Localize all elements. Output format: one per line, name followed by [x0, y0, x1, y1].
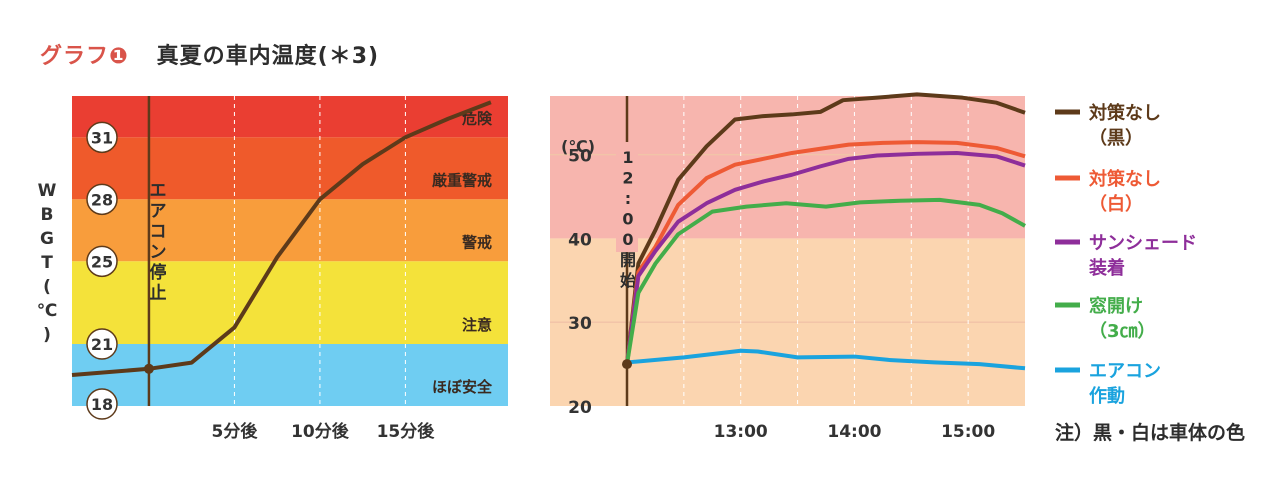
x-tick-label: 10分後: [291, 421, 350, 442]
y-tick-circle: [86, 183, 118, 216]
wbgt-axis-label: ℃: [37, 301, 58, 321]
wbgt-band-label: ほぼ安全: [432, 378, 493, 396]
temp-series-line: [625, 140, 1026, 365]
wbgt-band-label: 危険: [462, 109, 493, 127]
legend-label: 対策なし: [1088, 168, 1161, 190]
wbgt-axis-label: G: [40, 229, 54, 249]
aircon-stop-label: 止: [149, 283, 166, 304]
start-label: :: [625, 189, 631, 208]
wbgt-band-label: 警戒: [461, 233, 492, 251]
temp-series-line: [625, 150, 1026, 365]
y-tick-label: 20: [568, 398, 592, 418]
y-tick-circle: [86, 328, 118, 360]
aircon-stop-label: 停: [149, 262, 166, 283]
start-label-bg: [616, 142, 638, 252]
x-tick-label: 15分後: [377, 421, 436, 442]
x-tick-label: 14:00: [827, 422, 881, 442]
wbgt-band: [72, 137, 508, 200]
wbgt-axis-label: (: [43, 277, 51, 297]
wbgt-band: [72, 96, 508, 138]
temp-series-line: [626, 348, 1026, 371]
y-tick-label: 21: [91, 335, 113, 354]
legend-label: （白）: [1089, 193, 1143, 215]
temp-axis-label: (℃): [561, 137, 595, 156]
temp-series-line: [625, 92, 1026, 365]
wbgt-band: [72, 199, 508, 262]
wbgt-axis-label: T: [41, 253, 53, 273]
start-label: 1: [622, 148, 633, 167]
legend-label: 窓開け: [1089, 295, 1143, 317]
legend-label: サンシェード: [1089, 233, 1197, 254]
wbgt-axis-label: W: [38, 181, 57, 201]
start-label: 始: [620, 271, 636, 290]
aircon-stop-label: コ: [149, 222, 166, 242]
y-tick-label: 25: [91, 252, 113, 271]
y-tick-label: 30: [568, 314, 592, 334]
wbgt-band-label: 注意: [462, 316, 492, 334]
wbgt-band: [72, 344, 508, 406]
wbgt-axis-label: ): [43, 325, 51, 345]
aircon-stop-label: ン: [149, 243, 166, 263]
wbgt-band: [72, 261, 508, 344]
start-label: 2: [622, 169, 633, 188]
y-tick-label: 31: [91, 128, 113, 147]
legend-label: エアコン: [1089, 361, 1161, 382]
legend-label: 装着: [1089, 257, 1125, 279]
y-tick-circle: [86, 388, 118, 420]
legend-label: 作動: [1089, 385, 1125, 407]
x-tick-label: 15:00: [941, 422, 995, 442]
x-tick-label: 13:00: [714, 422, 768, 442]
legend-label: （3㎝）: [1089, 321, 1156, 342]
y-tick-label: 28: [91, 190, 113, 209]
body-color-note: 注）黒・白は車体の色: [1055, 422, 1246, 444]
start-point: [622, 359, 632, 370]
y-tick-label: 50: [568, 147, 592, 167]
start-label: 0: [622, 230, 633, 249]
wbgt-axis-label: B: [41, 205, 54, 225]
graph-label: グラフ❶: [40, 44, 129, 69]
y-tick-circle: [86, 245, 118, 278]
aircon-stop-point: [143, 363, 154, 374]
graph-title: 真夏の車内温度(＊3): [156, 44, 380, 69]
aircon-stop-label: ア: [149, 202, 166, 222]
wbgt-band-label: 厳重警戒: [432, 171, 492, 189]
aircon-stop-label: エ: [149, 181, 166, 201]
page-title: グラフ❶ 真夏の車内温度(＊3): [40, 38, 379, 70]
x-tick-label: 5分後: [212, 421, 259, 442]
temp-series-line: [625, 197, 1026, 365]
start-label: 0: [622, 210, 633, 229]
legend-label: 対策なし: [1088, 102, 1161, 124]
start-label: 開: [620, 251, 636, 270]
wbgt-line: [71, 100, 492, 377]
y-tick-label: 40: [568, 230, 592, 250]
legend-label: （黒）: [1089, 128, 1143, 149]
y-tick-circle: [86, 121, 118, 154]
y-tick-label: 18: [91, 395, 113, 414]
